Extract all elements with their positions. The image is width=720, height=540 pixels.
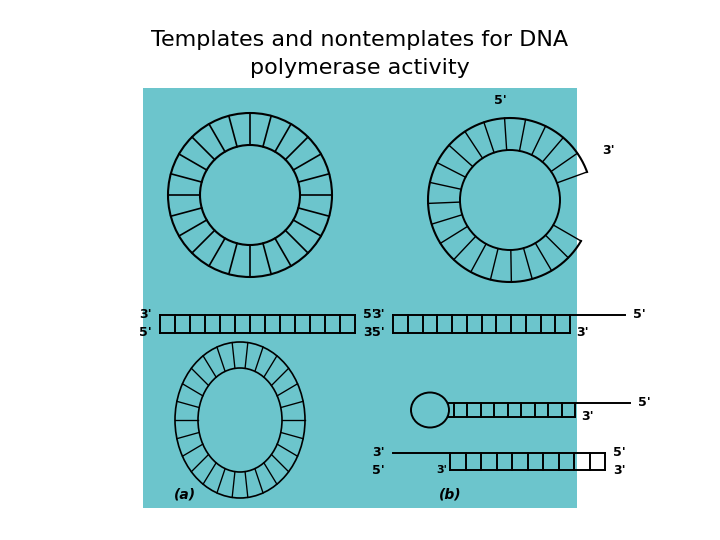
Ellipse shape xyxy=(460,150,560,250)
Ellipse shape xyxy=(200,145,300,245)
Text: polymerase activity: polymerase activity xyxy=(250,58,470,78)
Text: 3': 3' xyxy=(613,463,626,476)
Text: (a): (a) xyxy=(174,488,196,502)
Bar xyxy=(143,88,577,508)
Text: 3': 3' xyxy=(372,308,385,321)
Text: 5': 5' xyxy=(633,308,646,321)
Text: 3': 3' xyxy=(140,308,152,321)
Text: 3': 3' xyxy=(602,144,615,157)
Text: 5': 5' xyxy=(613,447,626,460)
Text: 5': 5' xyxy=(363,308,376,321)
Text: Templates and nontemplates for DNA: Templates and nontemplates for DNA xyxy=(151,30,569,50)
Text: 5': 5' xyxy=(372,327,385,340)
Text: 3': 3' xyxy=(363,327,376,340)
Text: 3': 3' xyxy=(581,410,593,423)
Ellipse shape xyxy=(411,393,449,428)
Text: 3': 3' xyxy=(372,447,385,460)
Ellipse shape xyxy=(198,368,282,472)
Text: 3': 3' xyxy=(576,327,589,340)
Text: 5': 5' xyxy=(139,327,152,340)
Text: (b): (b) xyxy=(438,488,462,502)
Text: 5': 5' xyxy=(494,93,506,106)
Text: 5': 5' xyxy=(372,463,385,476)
Text: 5': 5' xyxy=(638,396,651,409)
Text: 3': 3' xyxy=(436,465,447,475)
